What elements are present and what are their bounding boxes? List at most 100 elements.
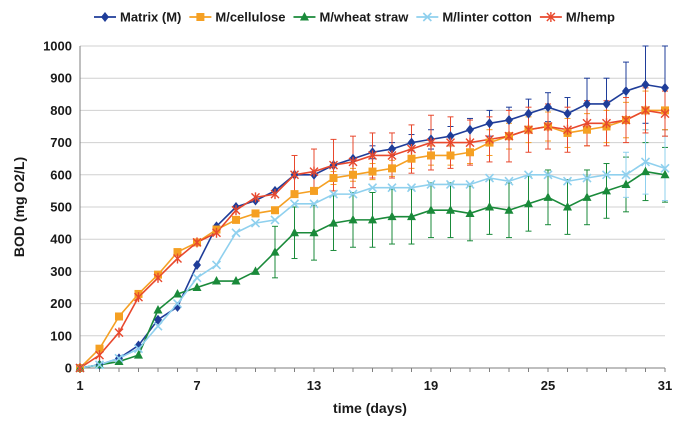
error-bars: [272, 45, 668, 279]
x-axis-title: time (days): [333, 400, 407, 416]
point-m-linter-cotton-18: [426, 179, 436, 190]
legend-label-m-cellulose: M/cellulose: [215, 10, 285, 25]
point-m-hemp-15: [368, 150, 377, 161]
point-m-hemp-14: [348, 156, 358, 167]
point-m-cellulose-9: [251, 209, 260, 218]
point-m-linter-cotton-23: [523, 170, 534, 180]
point-m-linter-cotton-14: [348, 189, 358, 199]
point-matrix-m-30: [661, 82, 669, 93]
point-m-linter-cotton-24: [543, 170, 553, 180]
point-matrix-m-16: [388, 144, 396, 155]
point-m-wheat-straw-18: [426, 205, 436, 214]
y-tick-label-4: 400: [50, 232, 72, 247]
point-m-cellulose-18: [427, 151, 435, 160]
point-m-hemp-26: [582, 118, 592, 129]
point-matrix-m-4: [154, 314, 162, 325]
point-m-cellulose-19: [446, 151, 455, 160]
point-m-wheat-straw-10: [270, 247, 280, 256]
point-m-cellulose-16: [388, 164, 396, 173]
point-m-wheat-straw-16: [387, 211, 397, 221]
point-m-hemp-2: [114, 327, 124, 338]
point-m-wheat-straw-19: [446, 205, 455, 214]
point-m-linter-cotton-2: [114, 353, 124, 363]
point-m-hemp-9: [251, 192, 260, 203]
point-m-linter-cotton-25: [562, 176, 573, 186]
point-m-cellulose-17: [407, 154, 416, 163]
point-m-wheat-straw-9: [251, 266, 260, 275]
point-m-hemp-16: [387, 150, 397, 161]
point-m-hemp-1: [95, 350, 104, 361]
point-m-hemp-5: [173, 253, 182, 264]
point-m-hemp-0: [75, 363, 85, 373]
point-m-wheat-straw-26: [582, 192, 592, 201]
point-m-linter-cotton-26: [582, 173, 592, 183]
point-m-cellulose-20: [466, 148, 474, 157]
legend-item-m-wheat-straw: M/wheat straw: [293, 10, 409, 25]
y-tick-label-9: 900: [50, 71, 72, 86]
y-tick-label-2: 200: [50, 296, 72, 311]
point-m-cellulose-26: [583, 125, 591, 134]
point-m-linter-cotton-21: [484, 173, 495, 183]
point-matrix-m-21: [485, 118, 494, 129]
point-m-wheat-straw-30: [660, 169, 670, 179]
point-m-hemp-20: [465, 137, 475, 148]
point-m-cellulose-12: [310, 186, 318, 195]
point-m-wheat-straw-25: [563, 202, 572, 211]
legend-item-m-linter-cotton: M/linter cotton: [416, 10, 532, 25]
axes: 0 100 200 300 400 500 600 700 800 900 1000 1 7 13 19 25…: [43, 39, 672, 394]
y-tick-label-7: 700: [50, 135, 72, 150]
legend-marker-m-cellulose: [196, 13, 205, 21]
point-m-hemp-19: [446, 137, 455, 148]
point-m-hemp-30: [660, 108, 670, 119]
point-m-wheat-straw-8: [231, 276, 241, 285]
y-tick-label-5: 500: [50, 200, 72, 215]
point-m-hemp-18: [426, 137, 436, 148]
point-m-wheat-straw-4: [153, 305, 163, 314]
point-m-hemp-29: [641, 105, 650, 116]
point-matrix-m-19: [446, 131, 455, 142]
point-m-hemp-3: [134, 292, 143, 303]
point-m-wheat-straw-5: [173, 288, 182, 298]
point-m-linter-cotton-27: [601, 170, 612, 180]
y-tick-label-0: 0: [65, 361, 72, 376]
point-m-wheat-straw-29: [641, 166, 650, 176]
y-tick-label-8: 800: [50, 103, 72, 118]
point-m-wheat-straw-3: [134, 350, 143, 359]
point-m-hemp-17: [407, 144, 416, 155]
point-m-linter-cotton-15: [367, 183, 378, 193]
legend: Matrix (M) M/cellulose M/wheat straw M/lint…: [94, 10, 615, 25]
data-markers: [75, 79, 670, 373]
legend-label-matrix-m: Matrix (M): [120, 10, 181, 25]
point-m-hemp-27: [602, 118, 611, 129]
point-m-hemp-7: [212, 227, 221, 238]
point-matrix-m-17: [407, 137, 416, 148]
point-m-linter-cotton-28: [621, 170, 631, 180]
point-m-cellulose-13: [329, 174, 338, 183]
legend-item-matrix-m: Matrix (M): [94, 10, 181, 25]
point-m-linter-cotton-13: [328, 189, 339, 199]
point-m-wheat-straw-12: [309, 227, 319, 237]
x-tick-label-1: 7: [193, 378, 200, 393]
point-m-linter-cotton-8: [231, 228, 241, 238]
point-m-hemp-24: [543, 121, 553, 132]
point-m-wheat-straw-20: [465, 208, 475, 217]
point-m-hemp-28: [621, 115, 631, 126]
point-m-wheat-straw-27: [602, 185, 611, 195]
point-m-cellulose-5: [173, 248, 182, 257]
point-m-linter-cotton-7: [211, 260, 222, 270]
y-tick-label-1: 100: [50, 328, 72, 343]
x-tick-label-3: 19: [424, 378, 438, 393]
point-m-linter-cotton-20: [465, 179, 475, 190]
point-m-linter-cotton-30: [660, 163, 670, 173]
point-matrix-m-20: [466, 124, 474, 135]
point-m-hemp-21: [485, 134, 494, 145]
point-m-wheat-straw-24: [543, 192, 553, 201]
point-matrix-m-6: [193, 259, 201, 270]
legend-marker-matrix-m: [101, 12, 109, 22]
point-m-cellulose-2: [115, 312, 123, 321]
point-m-cellulose-11: [290, 190, 299, 199]
x-tick-label-5: 31: [658, 378, 672, 393]
point-m-cellulose-8: [232, 215, 240, 224]
